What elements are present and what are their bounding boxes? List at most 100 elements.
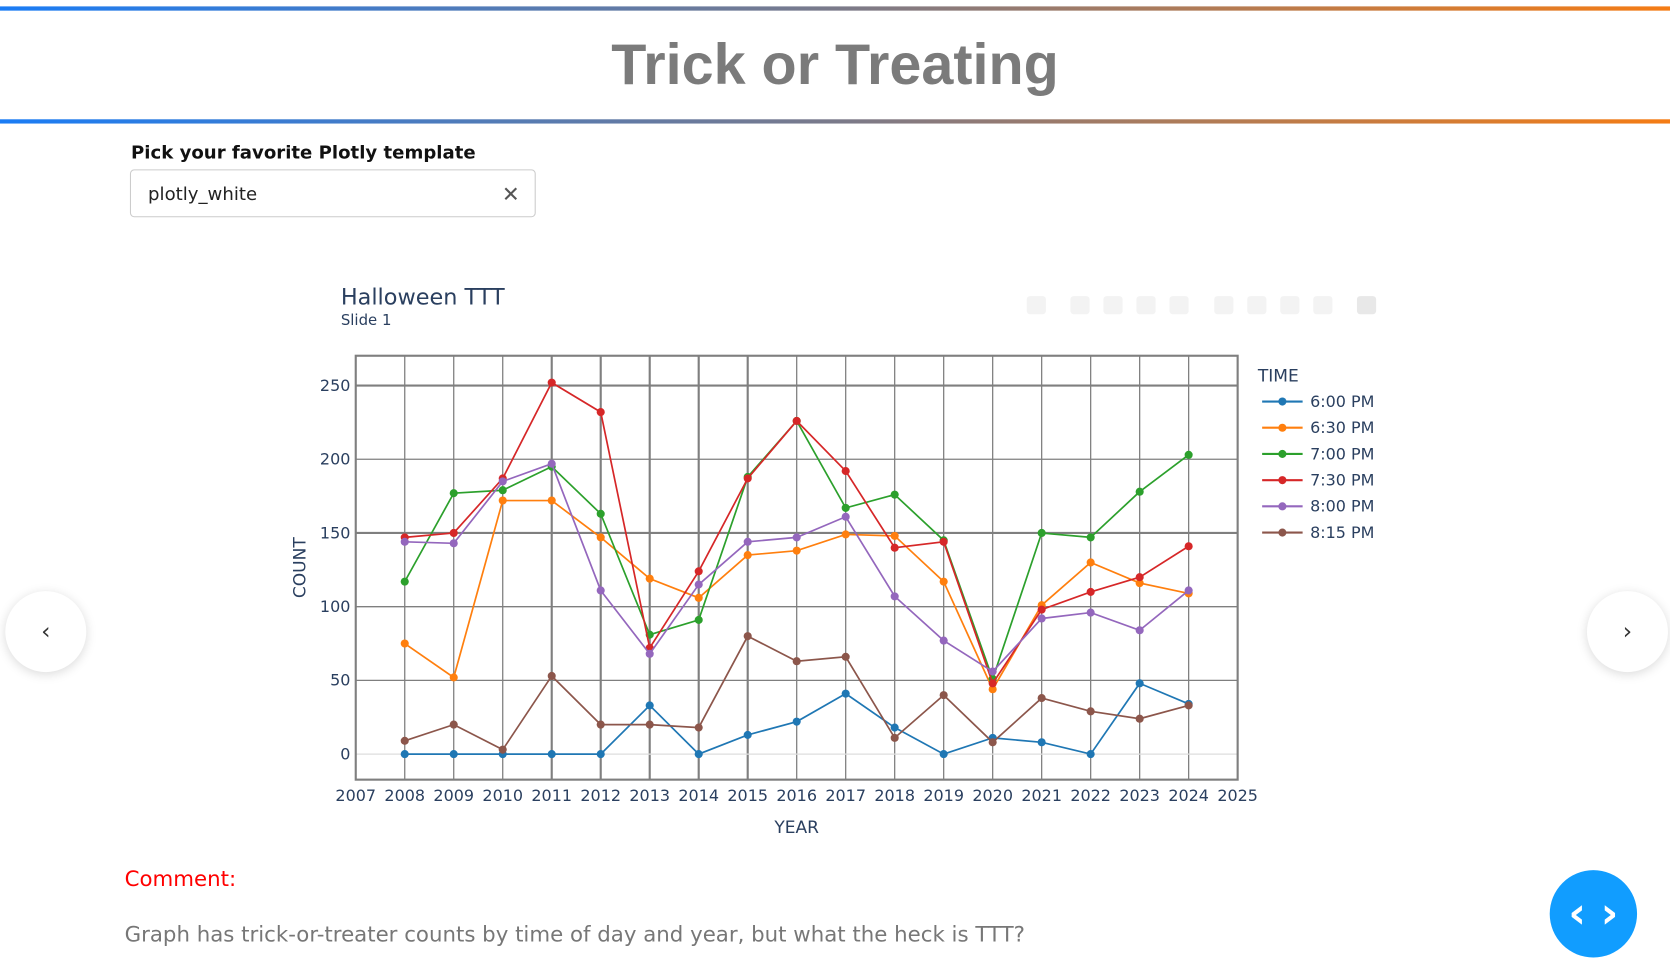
data-point <box>400 750 409 759</box>
x-tick-label: 2011 <box>531 786 572 805</box>
data-point <box>1135 487 1144 496</box>
legend-item[interactable]: 8:15 PM <box>1310 523 1374 542</box>
data-point <box>694 750 703 759</box>
data-point <box>792 533 801 542</box>
data-point <box>890 592 899 601</box>
legend-marker <box>1278 502 1287 511</box>
data-point <box>890 531 899 540</box>
y-axis-label: COUNT <box>291 537 311 599</box>
zoom-icon[interactable] <box>1070 296 1090 315</box>
close-icon[interactable]: ✕ <box>501 181 520 207</box>
plotly-logo-icon[interactable] <box>1356 296 1377 315</box>
x-tick-label: 2018 <box>874 786 915 805</box>
data-point <box>1184 701 1193 710</box>
data-point <box>1037 528 1046 538</box>
data-point <box>792 416 801 425</box>
comment-text: Graph has trick-or-treater counts by tim… <box>124 921 1025 947</box>
data-point <box>596 586 605 595</box>
data-point <box>1086 558 1095 567</box>
data-point <box>792 546 801 555</box>
data-point <box>1135 579 1144 588</box>
zoom-in-icon[interactable] <box>1214 296 1234 315</box>
data-point <box>449 539 458 548</box>
data-point <box>743 632 752 641</box>
data-point <box>1037 614 1046 623</box>
data-point <box>449 673 458 682</box>
data-point <box>743 474 752 483</box>
legend-item[interactable]: 7:00 PM <box>1310 444 1374 463</box>
x-axis-label: YEAR <box>773 818 819 838</box>
data-point <box>1037 694 1046 703</box>
data-point <box>400 537 409 546</box>
x-tick-label: 2007 <box>335 786 376 805</box>
data-point <box>1184 450 1193 459</box>
data-point <box>449 720 458 729</box>
template-label: Pick your favorite Plotly template <box>131 142 476 165</box>
data-point <box>890 543 899 552</box>
legend-item[interactable]: 6:30 PM <box>1310 418 1374 437</box>
x-tick-label: 2013 <box>629 786 670 805</box>
x-tick-label: 2024 <box>1168 786 1209 805</box>
legend-item[interactable]: 7:30 PM <box>1310 470 1374 489</box>
data-point <box>939 750 948 759</box>
data-point <box>841 467 850 476</box>
home-icon[interactable] <box>1313 296 1333 315</box>
template-value: plotly_white <box>148 184 258 206</box>
autoscale-icon[interactable] <box>1280 296 1300 315</box>
data-point <box>1135 679 1144 688</box>
y-tick-label: 50 <box>330 671 350 690</box>
x-tick-label: 2015 <box>727 786 768 805</box>
y-tick-label: 100 <box>320 597 350 616</box>
box-select-icon[interactable] <box>1136 296 1156 315</box>
data-point <box>449 489 458 498</box>
data-point <box>988 667 997 676</box>
data-point <box>547 378 556 387</box>
data-point <box>449 528 458 538</box>
data-point <box>890 490 899 499</box>
x-tick-label: 2023 <box>1119 786 1160 805</box>
data-point <box>988 685 997 694</box>
legend-marker <box>1278 528 1287 537</box>
template-dropdown[interactable]: plotly_white ✕ <box>129 169 536 218</box>
data-point <box>596 509 605 518</box>
data-point <box>596 750 605 759</box>
x-tick-label: 2017 <box>825 786 866 805</box>
modebar <box>1026 296 1377 315</box>
data-point <box>645 701 654 710</box>
data-point <box>449 750 458 759</box>
data-point <box>792 717 801 726</box>
header-top-bar <box>0 6 1670 11</box>
data-point <box>694 593 703 602</box>
data-point <box>841 512 850 521</box>
data-point <box>400 736 409 745</box>
chart-subtitle: Slide 1 <box>341 311 392 329</box>
header-bottom-bar <box>0 119 1670 124</box>
data-point <box>596 720 605 729</box>
data-point <box>645 720 654 729</box>
next-slide-button[interactable]: › <box>1586 591 1668 673</box>
camera-icon[interactable] <box>1026 296 1046 315</box>
legend-item[interactable]: 6:00 PM <box>1310 392 1374 411</box>
plot-border <box>354 354 1239 781</box>
zoom-out-icon[interactable] <box>1247 296 1267 315</box>
data-point <box>694 723 703 732</box>
data-point <box>988 738 997 747</box>
code-button[interactable]: ‹ › <box>1549 870 1638 958</box>
y-tick-label: 200 <box>320 450 350 469</box>
prev-slide-button[interactable]: ‹ <box>5 591 87 673</box>
data-point <box>988 679 997 688</box>
code-icon: ‹ › <box>1568 889 1619 939</box>
data-point <box>498 486 507 495</box>
chevron-right-icon: › <box>1622 618 1633 645</box>
data-point <box>694 567 703 576</box>
data-point <box>1086 707 1095 716</box>
lasso-icon[interactable] <box>1169 296 1189 315</box>
data-point <box>498 745 507 754</box>
pan-icon[interactable] <box>1103 296 1123 315</box>
legend-item[interactable]: 8:00 PM <box>1310 497 1374 516</box>
x-tick-label: 2012 <box>580 786 621 805</box>
data-point <box>400 639 409 648</box>
data-point <box>1037 605 1046 614</box>
legend-marker <box>1278 449 1287 458</box>
data-point <box>694 615 703 624</box>
